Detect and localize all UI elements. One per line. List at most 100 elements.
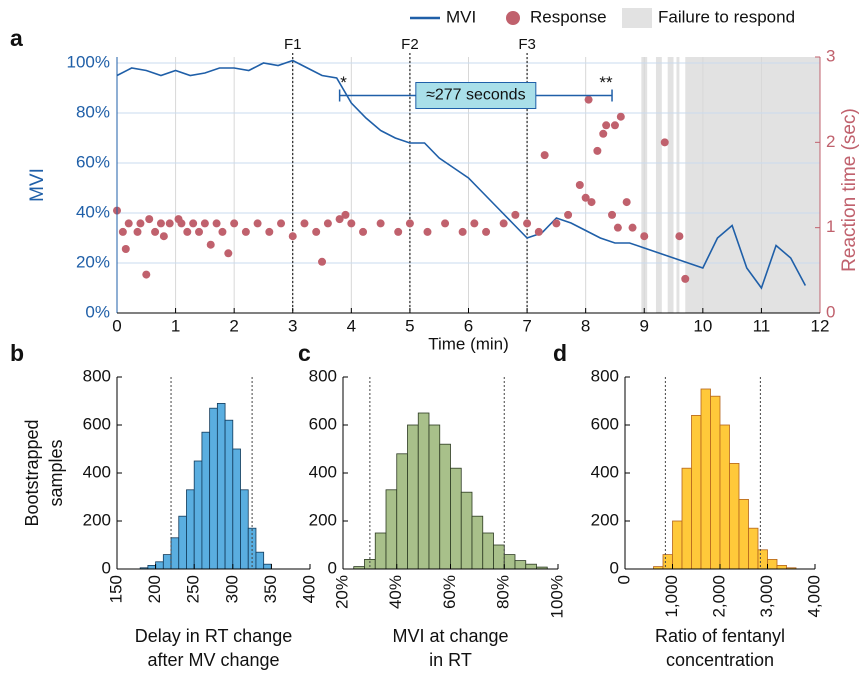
x-axis-label: Time (min) [428, 334, 509, 353]
response-point [610, 121, 619, 130]
response-point [613, 223, 622, 232]
histogram-bar [719, 424, 730, 570]
x-tick-label: 2,000 [709, 575, 728, 618]
histogram-bar [691, 414, 702, 570]
y-axis-label: samples [46, 439, 66, 506]
histogram-bar [514, 560, 527, 570]
x-tick-label: 6 [464, 316, 473, 335]
histogram-bar [776, 565, 787, 570]
response-point [224, 249, 233, 258]
y-tick-label: 100% [67, 52, 110, 71]
y-tick-label: 200 [309, 510, 337, 529]
response-point [253, 219, 262, 228]
response-point [200, 219, 209, 228]
response-point [575, 181, 584, 189]
panel-letter: b [10, 340, 24, 366]
y2-axis-label: Reaction time (sec) [839, 108, 860, 272]
response-point [121, 245, 130, 253]
histogram-bar [672, 520, 683, 570]
histogram-bar [700, 388, 711, 570]
response-point [628, 223, 637, 232]
histogram-bar [263, 563, 272, 570]
response-point [640, 232, 649, 241]
response-point [681, 274, 690, 283]
event-label: F3 [518, 36, 536, 53]
response-point [265, 227, 274, 236]
histogram-bar [155, 561, 164, 570]
histogram-bar [396, 453, 408, 570]
x-tick-label: 9 [640, 316, 649, 335]
histogram-bar [364, 559, 376, 570]
histogram-bar [757, 549, 768, 570]
response-point [458, 227, 467, 236]
response-point [142, 270, 151, 279]
histogram-bar [255, 551, 265, 570]
x-tick-label: 3 [288, 316, 297, 335]
x-tick-label: 40% [386, 575, 405, 609]
histogram-bar [417, 412, 430, 570]
histogram-bar [710, 395, 721, 570]
x-tick-label: 400 [299, 575, 318, 603]
response-point [608, 210, 617, 219]
y-tick-label: 80% [76, 102, 110, 121]
response-point [423, 227, 432, 236]
histogram-bar [170, 537, 180, 570]
y-tick-label: 400 [591, 462, 619, 481]
response-point [300, 219, 309, 228]
x-tick-label: 350 [261, 575, 280, 603]
annotation-text: ≈277 seconds [426, 87, 526, 104]
response-point [206, 240, 215, 249]
histogram-bar [681, 467, 692, 570]
x-tick-label: 100% [547, 575, 566, 618]
y-tick-label: 600 [591, 414, 619, 433]
y-tick-label: 0 [102, 558, 111, 577]
x-axis-label: concentration [666, 650, 774, 670]
response-point [616, 112, 625, 121]
histogram-bar [460, 491, 473, 570]
y-tick-label: 20% [76, 252, 110, 271]
response-point [523, 219, 532, 228]
y2-tick-label: 0 [826, 302, 835, 321]
x-tick-label: 80% [494, 575, 513, 609]
start-mark: * [340, 73, 347, 92]
histogram-bar [525, 563, 537, 570]
histogram-bar [162, 554, 172, 570]
y-tick-label: 600 [309, 414, 337, 433]
histogram-bar [471, 515, 484, 570]
y-tick-label: 200 [83, 510, 111, 529]
y-tick-label: 600 [83, 414, 111, 433]
response-point [230, 219, 239, 228]
response-point [318, 257, 327, 266]
x-tick-label: 1,000 [662, 575, 681, 618]
response-point [189, 219, 198, 228]
legend-label: Failure to respond [658, 7, 795, 26]
y-tick-label: 400 [309, 462, 337, 481]
x-tick-label: 3,000 [757, 575, 776, 618]
x-tick-label: 8 [581, 316, 590, 335]
response-point [159, 232, 168, 241]
histogram-bar [662, 554, 673, 570]
response-point [470, 219, 479, 228]
response-point [552, 219, 561, 228]
y-axis-label: MVI [27, 168, 48, 202]
response-point [151, 227, 160, 236]
response-point [660, 138, 669, 147]
response-point [133, 227, 142, 236]
response-point [195, 227, 204, 236]
response-point [177, 219, 186, 228]
response-point [288, 232, 297, 241]
legend-swatch [622, 8, 652, 28]
response-point [584, 95, 593, 104]
histogram-bar [729, 462, 740, 570]
x-tick-label: 150 [106, 575, 125, 603]
y-tick-label: 0% [85, 302, 110, 321]
histogram-bar [428, 424, 441, 570]
histogram-bar [216, 402, 226, 570]
failure-region [676, 57, 680, 313]
response-point [622, 198, 631, 207]
y-tick-label: 800 [309, 366, 337, 385]
x-tick-label: 5 [405, 316, 414, 335]
histogram-bar [186, 489, 195, 570]
event-label: F1 [284, 36, 302, 53]
y2-tick-label: 3 [826, 46, 835, 65]
